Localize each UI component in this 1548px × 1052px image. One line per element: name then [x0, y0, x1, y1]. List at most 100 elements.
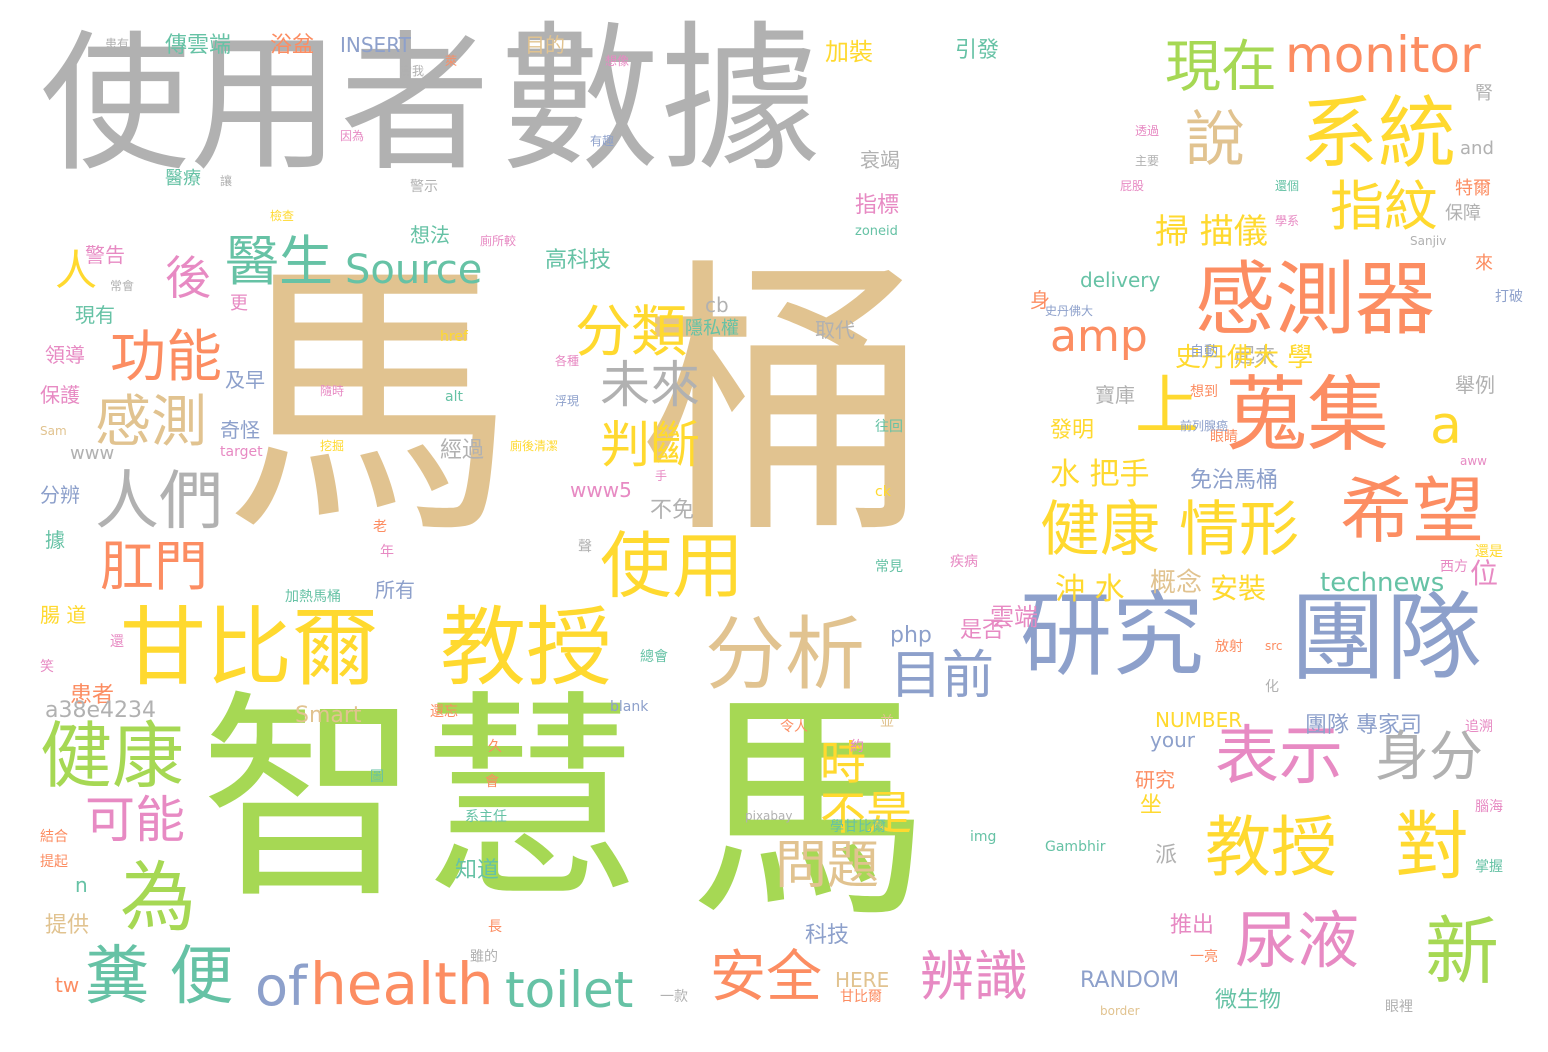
word-chongshui: 沖 水 — [1055, 572, 1125, 607]
word-jiaoshou2: 教授 — [1205, 809, 1337, 886]
word-tw: tw — [55, 973, 80, 997]
word-yinsiquan: 隱私權 — [685, 318, 739, 339]
word-mianzhi: 免治馬桶 — [1190, 468, 1279, 493]
word-tuichu: 推出 — [1170, 913, 1215, 938]
word-src: src — [1265, 639, 1283, 653]
word-soutji: 蒐集 — [1225, 368, 1390, 463]
word-tuandui: 團隊 — [1290, 582, 1482, 694]
word-baoku: 寶庫 — [1095, 383, 1135, 407]
word-source: Source — [345, 247, 483, 293]
word-sheng: 聲 — [578, 539, 592, 555]
word-ganbi: 甘比爾 — [840, 989, 882, 1005]
word-php: php — [890, 623, 932, 648]
word-zoneid: zoneid — [855, 224, 898, 239]
word-haishi: 還是 — [1475, 544, 1503, 560]
word-delivery: delivery — [1080, 268, 1161, 292]
word-number: NUMBER — [1155, 708, 1243, 732]
word-gambhir: Gambhir — [1045, 839, 1106, 855]
word-shifou: 是否 — [960, 618, 1005, 643]
word-yikuan: 一款 — [660, 989, 688, 1005]
word-www: www — [70, 443, 115, 464]
word-qianlie: 前列腺癌 — [1180, 419, 1229, 433]
word-houmen: 肛門 — [100, 535, 208, 598]
word-lai: 來 — [1475, 253, 1493, 274]
word-shidan: 史丹佛大 — [1045, 304, 1094, 318]
word-zhang: 長 — [488, 919, 502, 935]
word-jiare: 加熱馬桶 — [285, 589, 341, 605]
word-a: a — [1430, 396, 1462, 456]
word-jinggao: 警告 — [85, 243, 125, 267]
word-bing: 並 — [880, 714, 894, 730]
word-weilai: 未來 — [600, 356, 700, 414]
word-tiaojian: 挖掘 — [320, 439, 345, 453]
word-yisheng: 醫生 — [225, 230, 333, 293]
word-of: of — [255, 955, 308, 1018]
word-changhui: 常會 — [110, 279, 135, 293]
word-dapo: 打破 — [1495, 289, 1523, 305]
word-hou: 後 — [165, 251, 211, 305]
word-xin: 新 — [1425, 909, 1499, 995]
word-jingguo: 經過 — [440, 438, 485, 463]
word-blank: blank — [610, 699, 649, 715]
word-chuanyunduan: 傳雲端 — [165, 33, 232, 58]
word-insert: INSERT — [340, 33, 411, 57]
word-huanyou2: 患有 — [105, 37, 130, 51]
word-toilet: toilet — [505, 961, 634, 1019]
word-dui: 對 — [1395, 804, 1469, 890]
word-jibing: 疾病 — [950, 554, 978, 570]
word-zuo: 坐 — [1140, 793, 1163, 818]
word-pigu: 屁股 — [1120, 179, 1145, 193]
word-gongneng: 功能 — [110, 325, 222, 390]
word-juli: 舉例 — [1455, 373, 1495, 397]
word-anzhuang: 安裝 — [1210, 572, 1267, 605]
word-yinfa: 引發 — [955, 38, 1000, 63]
word-shenfen: 身分 — [1375, 725, 1483, 788]
word-wangtu: 往回 — [875, 419, 903, 435]
word-geng: 更 — [230, 293, 248, 314]
word-lingren: 令人 — [780, 719, 808, 735]
word-zidong: 自動 — [1190, 344, 1218, 360]
word-smart: Smart — [295, 703, 362, 728]
word-ma: 馬 — [225, 236, 515, 573]
word-zhuyao: 主要 — [1135, 154, 1160, 168]
word-cesuo: 廁所較 — [480, 234, 517, 248]
word-yanjiu2: 研究 — [1135, 768, 1175, 792]
word-yupen: 浴盆 — [270, 33, 315, 58]
word-xiao: 笑 — [40, 659, 54, 675]
word-bushi: 不是 — [820, 786, 912, 840]
word-niaoye: 尿液 — [1235, 904, 1360, 977]
word-fenlei: 分類 — [575, 300, 687, 365]
word-lingdao: 領導 — [45, 343, 85, 367]
word-baozhang: 保障 — [1445, 203, 1481, 224]
word-fangshe: 放射 — [1215, 639, 1243, 655]
word-a38: a38e4234 — [45, 698, 156, 723]
word-aw: aww — [1460, 454, 1487, 468]
word-xizhuren: 系主任 — [465, 809, 507, 825]
word-shiyongzhe: 使用者 — [40, 18, 491, 192]
word-shuju: 數據 — [500, 6, 821, 193]
word-changjian: 常見 — [875, 559, 903, 575]
word-cehou: 廁後清潔 — [510, 439, 559, 453]
word-shi-ju: 史丹佛大 學 — [1175, 343, 1314, 373]
word-biaoshi: 表示 — [1215, 720, 1343, 794]
word-wei: 為 — [120, 853, 196, 942]
word-shuibashou: 水 把手 — [1050, 457, 1150, 492]
word-dangwo: 當我 — [400, 64, 425, 78]
word-touguo: 透過 — [1135, 124, 1160, 138]
word-fenxi: 分析 — [705, 608, 865, 701]
word-jingshi: 警示 — [410, 179, 438, 195]
word-qilai: 起來 — [1235, 343, 1275, 367]
word-tiqi: 提起 — [40, 854, 68, 870]
word-tu: 圖 — [370, 769, 384, 785]
word-zonghui: 總會 — [640, 649, 668, 665]
word-xuexi: 學系 — [1275, 214, 1300, 228]
word-fuxian: 浮現 — [555, 394, 580, 408]
word-nian: 年 — [380, 544, 394, 560]
word-alt: alt — [445, 389, 463, 405]
word-pixabay: pixabay — [745, 809, 793, 823]
word-ck: ck — [875, 484, 891, 500]
word-xiangdao: 想到 — [1190, 384, 1218, 400]
word-ju: 據 — [45, 528, 65, 552]
word-faming: 發明 — [1050, 418, 1095, 443]
